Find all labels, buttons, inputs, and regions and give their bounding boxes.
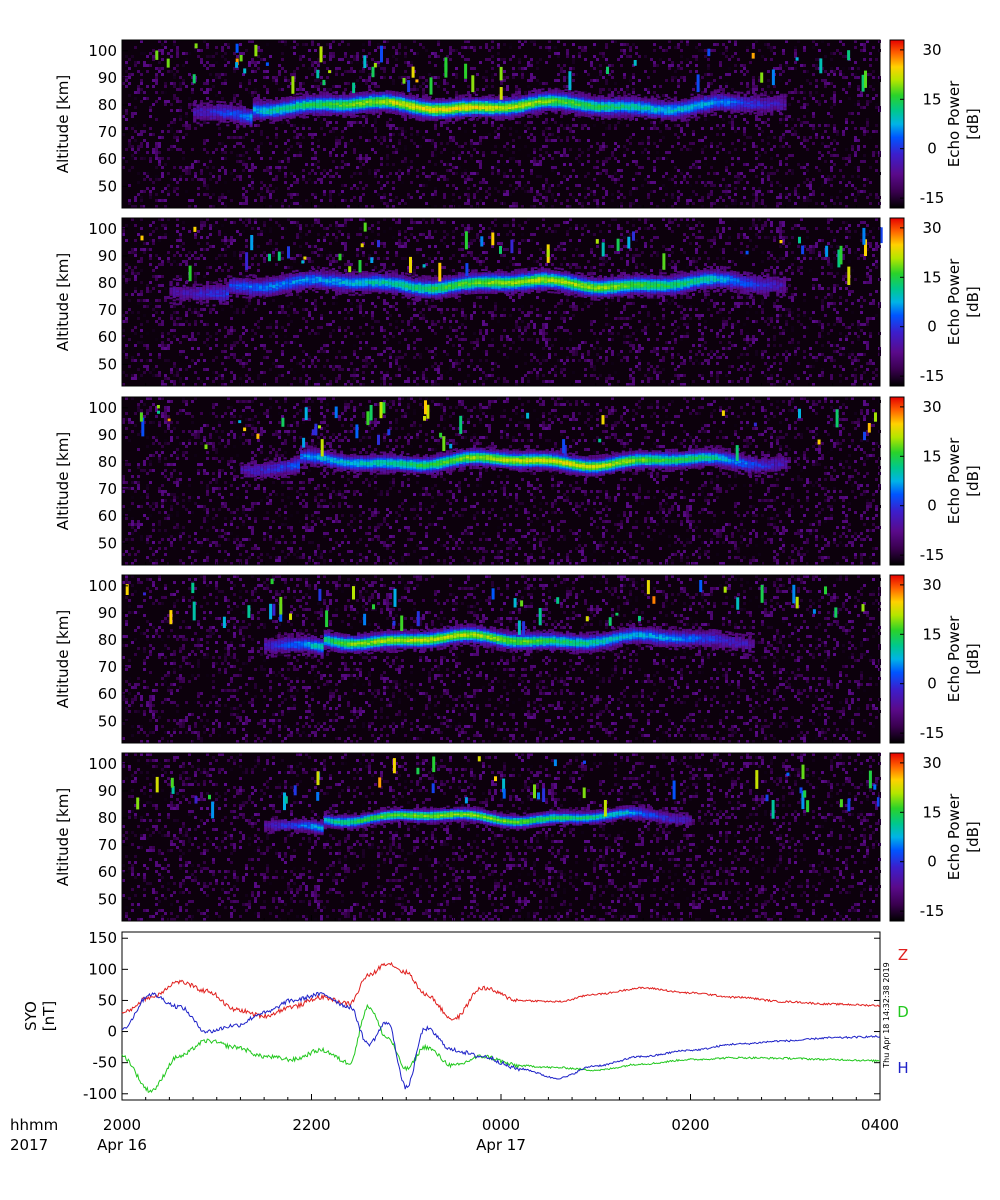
y-tick-label: 90 [98, 782, 117, 800]
x-tick-label: 0200 [671, 1116, 709, 1134]
magnetometer-panel: -100 -50 0 50 100 150 SYO [nT] Z D H Thu Apr 18 14:… [22, 929, 909, 1103]
y-tick-label: 60 [98, 685, 117, 703]
y-tick-label: 80 [98, 274, 117, 292]
y-tick-label: 80 [98, 96, 117, 114]
timestamp: Thu Apr 18 14:32:38 2019 [882, 962, 891, 1069]
colorbar-tick-label: -15 [920, 902, 945, 920]
colorbar-unit: [dB] [964, 465, 982, 497]
y-tick-label: 90 [98, 69, 117, 87]
y-tick-label: 50 [98, 712, 117, 730]
colorbar-tick-label: 15 [922, 803, 941, 821]
colorbar [890, 753, 904, 921]
x-axis-row2-label: 2017 [10, 1136, 48, 1154]
y-tick-label: 60 [98, 863, 117, 881]
colorbar-label: Echo Power [945, 615, 963, 702]
colorbar-tick-label: 0 [927, 853, 937, 871]
radar-panel-5: 50 60 70 80 90 100 Altitude [km] -15 0 15 30 Echo P… [54, 753, 982, 921]
y-tick-label: 50 [98, 177, 117, 195]
radar-panel-4: 50 60 70 80 90 100 Altitude [km] -15 0 15 30 Echo P… [54, 575, 982, 743]
series-label-H: H [897, 1059, 908, 1077]
y-tick-label: 70 [98, 301, 117, 319]
colorbar-tick-label: -15 [920, 189, 945, 207]
colorbar-tick-label: 30 [922, 41, 941, 59]
series-label-Z: Z [898, 946, 908, 964]
colorbar-tick-label: 15 [922, 625, 941, 643]
colorbar-unit: [dB] [964, 286, 982, 318]
colorbar [890, 575, 904, 743]
colorbar-tick-label: 0 [927, 675, 937, 693]
y-axis-label: Altitude [km] [54, 75, 72, 173]
colorbar-label: Echo Power [945, 258, 963, 345]
colorbar-tick-label: -15 [920, 367, 945, 385]
x-tick-label: 0000 [482, 1116, 520, 1134]
y-tick-label: 70 [98, 658, 117, 676]
plot-frame [122, 932, 880, 1100]
y-axis-label: Altitude [km] [54, 432, 72, 530]
y-tick-label: 100 [88, 960, 117, 978]
colorbar-tick-label: 0 [927, 497, 937, 515]
colorbar-label: Echo Power [945, 793, 963, 880]
y-tick-label: 50 [98, 991, 117, 1009]
y-tick-label: 100 [88, 42, 117, 60]
colorbar-label: Echo Power [945, 80, 963, 167]
y-tick-label: 90 [98, 604, 117, 622]
y-axis-label: SYO [22, 1001, 40, 1031]
y-axis-unit: [nT] [40, 1001, 58, 1031]
y-tick-label: 50 [98, 890, 117, 908]
y-tick-label: -100 [83, 1085, 117, 1103]
colorbar-tick-label: 30 [922, 754, 941, 772]
x-axis-row1-label: hhmm [10, 1116, 58, 1134]
colorbar-tick-label: 30 [922, 398, 941, 416]
y-tick-label: 50 [98, 355, 117, 373]
y-axis-label: Altitude [km] [54, 610, 72, 708]
x-date-label: Apr 17 [476, 1136, 526, 1154]
colorbar [890, 218, 904, 386]
y-tick-label: 70 [98, 123, 117, 141]
y-tick-label: 100 [88, 399, 117, 417]
y-tick-label: 90 [98, 426, 117, 444]
colorbar-unit: [dB] [964, 643, 982, 675]
colorbar-unit: [dB] [964, 108, 982, 140]
colorbar-tick-label: -15 [920, 724, 945, 742]
radar-panel-1: 50 60 70 80 90 100 Altitude [km] -15 0 15 30 Echo P… [54, 40, 982, 208]
y-axis-label: Altitude [km] [54, 788, 72, 886]
y-tick-label: -50 [93, 1054, 118, 1072]
y-tick-label: 60 [98, 328, 117, 346]
y-axis-label: Altitude [km] [54, 253, 72, 351]
colorbar-label: Echo Power [945, 437, 963, 524]
y-tick-label: 70 [98, 836, 117, 854]
x-date-label: Apr 16 [97, 1136, 147, 1154]
colorbar-tick-label: 0 [927, 318, 937, 336]
radar-panel-3: 50 60 70 80 90 100 Altitude [km] -15 0 15 30 Echo P… [54, 397, 982, 565]
radar-panel-2: 50 60 70 80 90 100 Altitude [km] -15 0 15 30 Echo P… [54, 218, 982, 386]
x-tick-label: 2000 [103, 1116, 141, 1134]
colorbar-tick-label: -15 [920, 546, 945, 564]
colorbar [890, 40, 904, 208]
x-tick-label: 2200 [292, 1116, 330, 1134]
colorbar-tick-label: 15 [922, 90, 941, 108]
y-tick-label: 0 [107, 1023, 117, 1041]
y-tick-label: 70 [98, 480, 117, 498]
y-tick-label: 50 [98, 534, 117, 552]
y-tick-label: 80 [98, 809, 117, 827]
y-tick-label: 80 [98, 453, 117, 471]
series-label-D: D [897, 1003, 909, 1021]
y-tick-label: 100 [88, 755, 117, 773]
y-tick-label: 150 [88, 929, 117, 947]
colorbar-tick-label: 30 [922, 576, 941, 594]
y-tick-label: 90 [98, 247, 117, 265]
colorbar-tick-label: 0 [927, 140, 937, 158]
x-tick-label: 0400 [861, 1116, 899, 1134]
colorbar-tick-label: 15 [922, 268, 941, 286]
colorbar-tick-label: 15 [922, 447, 941, 465]
y-tick-label: 80 [98, 631, 117, 649]
colorbar [890, 397, 904, 565]
colorbar-unit: [dB] [964, 821, 982, 853]
colorbar-tick-label: 30 [922, 219, 941, 237]
y-tick-label: 100 [88, 220, 117, 238]
y-tick-label: 60 [98, 150, 117, 168]
y-tick-label: 100 [88, 577, 117, 595]
y-tick-label: 60 [98, 507, 117, 525]
